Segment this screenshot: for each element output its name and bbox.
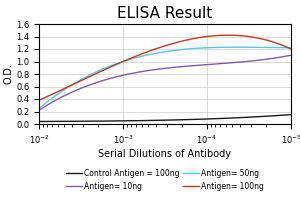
Antigen= 10ng (268, 58, 271, 60)
Antigen= 50ng (104, 66, 108, 69)
Antigen= 100ng (52, 92, 56, 94)
Antigen= 100ng (269, 40, 272, 42)
Antigen= 50ng (52, 95, 56, 98)
Control Antigen = 100ng (289, 113, 293, 116)
X-axis label: Serial Dilutions of Antibody: Serial Dilutions of Antibody (98, 149, 232, 159)
Antigen= 100ng (289, 48, 293, 50)
Antigen= 10ng (289, 54, 293, 56)
Antigen= 100ng (37, 99, 41, 101)
Antigen= 100ng (84, 77, 88, 80)
Control Antigen = 100ng (52, 120, 56, 123)
Line: Antigen= 10ng: Antigen= 10ng (39, 55, 291, 110)
Legend: Control Antigen = 100ng, Antigen= 10ng, Antigen= 50ng, Antigen= 100ng: Control Antigen = 100ng, Antigen= 10ng, … (63, 166, 267, 194)
Antigen= 50ng (37, 107, 41, 110)
Antigen= 50ng (47, 99, 51, 102)
Antigen= 100ng (226, 34, 230, 36)
Antigen= 100ng (278, 43, 281, 45)
Control Antigen = 100ng (277, 114, 280, 117)
Control Antigen = 100ng (37, 120, 41, 123)
Antigen= 10ng (47, 103, 51, 105)
Control Antigen = 100ng (47, 120, 51, 123)
Line: Antigen= 50ng: Antigen= 50ng (39, 47, 291, 108)
Antigen= 50ng (278, 46, 281, 49)
Antigen= 10ng (52, 100, 56, 102)
Line: Control Antigen = 100ng: Control Antigen = 100ng (39, 115, 291, 121)
Antigen= 50ng (84, 76, 88, 78)
Antigen= 10ng (104, 78, 108, 81)
Antigen= 100ng (47, 94, 51, 97)
Antigen= 50ng (269, 46, 272, 49)
Antigen= 100ng (104, 68, 108, 70)
Control Antigen = 100ng (104, 120, 108, 122)
Antigen= 50ng (235, 46, 238, 48)
Y-axis label: O.D.: O.D. (3, 64, 13, 84)
Antigen= 10ng (37, 109, 41, 111)
Line: Antigen= 100ng: Antigen= 100ng (39, 35, 291, 100)
Antigen= 10ng (84, 85, 88, 88)
Control Antigen = 100ng (268, 115, 271, 117)
Control Antigen = 100ng (84, 120, 88, 122)
Title: ELISA Result: ELISA Result (117, 6, 213, 21)
Antigen= 10ng (277, 56, 280, 59)
Antigen= 50ng (289, 47, 293, 49)
